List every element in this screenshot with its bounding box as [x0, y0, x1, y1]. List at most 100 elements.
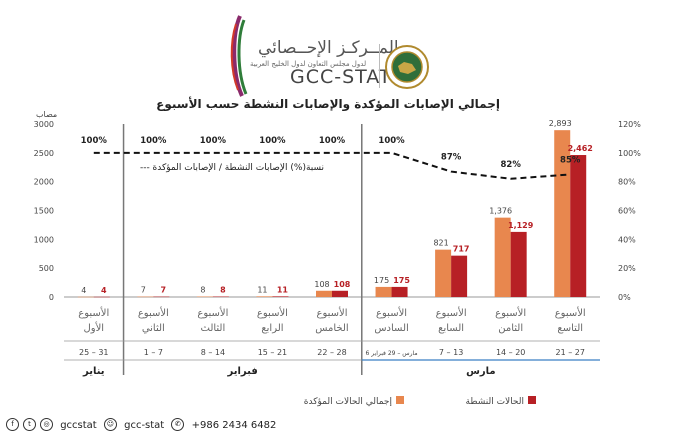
ratio-value-label: 100% [259, 136, 286, 146]
y-tick-label: 500 [39, 264, 54, 273]
phone-icon: ✆ [171, 418, 185, 431]
y2-tick-label: 120% [618, 120, 641, 129]
date-range-label: 21 – 27 [555, 348, 584, 357]
y2-tick-label: 100% [618, 149, 641, 158]
category-label-line2: التاسع [557, 323, 583, 334]
bar-confirmed [554, 130, 571, 297]
bar-value-label: 8 [220, 286, 226, 295]
month-label: يناير [82, 366, 105, 377]
ratio-value-label: 100% [319, 136, 346, 146]
category-label-line2: الثاني [142, 323, 165, 334]
instagram-icon: ◎ [40, 418, 53, 431]
category-label-line1: الأسبوع [316, 306, 347, 319]
bar-value-label: 7 [141, 286, 146, 295]
bar-confirmed [316, 290, 332, 297]
bar-confirmed [196, 296, 213, 298]
category-label-line1: الأسبوع [78, 306, 109, 319]
logo-swoosh-icon [230, 15, 248, 97]
date-range-label: 7 – 13 [439, 348, 463, 357]
category-label-line1: الأسبوع [436, 306, 467, 319]
ratio-value-label: 100% [81, 136, 108, 146]
bar-confirmed [435, 249, 452, 297]
ratio-value-label: 87% [441, 153, 462, 163]
bar-active [391, 286, 408, 297]
bar-confirmed [494, 217, 511, 297]
category-label-line2: الأول [83, 321, 104, 334]
bar-value-label: 1,129 [508, 221, 534, 230]
ratio-value-label: 82% [500, 160, 521, 170]
bar-value-label: 1,376 [489, 207, 512, 216]
footer-contacts: f t ◎ gccstat ☺ gcc-stat ✆ +986 2434 6482 [6, 418, 280, 431]
bar-active [212, 296, 229, 298]
category-label-line2: الخامس [315, 323, 348, 334]
category-label-line1: الأسبوع [138, 306, 169, 319]
legend-label: إجمالي الحالات المؤكدة [304, 397, 392, 407]
chart-title: إجمالي الإصابات المؤكدة والإصابات النشطة… [156, 97, 500, 111]
y2-tick-label: 20% [618, 264, 636, 273]
bar-value-label: 2,893 [549, 119, 572, 128]
month-label: مارس [466, 366, 496, 377]
ratio-value-label: 100% [200, 136, 227, 146]
bar-value-label: 4 [101, 286, 107, 295]
category-label-line1: الأسبوع [376, 306, 407, 319]
bar-confirmed [137, 296, 154, 298]
logo-divider [379, 44, 380, 88]
bar-value-label: 821 [433, 239, 448, 248]
date-range-label: 15 – 21 [258, 348, 287, 357]
legend-label: الحالات النشطة [466, 397, 524, 407]
date-range-label: 22 – 28 [317, 348, 346, 357]
category-label-line1: الأسبوع [257, 306, 288, 319]
date-range-label: 8 – 14 [201, 348, 225, 357]
bar-confirmed [375, 286, 392, 297]
ratio-value-label: 100% [140, 136, 167, 146]
social-handle: gccstat [60, 419, 97, 431]
y-tick-label: 2000 [34, 178, 54, 187]
category-label-line1: الأسبوع [495, 306, 526, 319]
snapchat-handle: gcc-stat [124, 419, 165, 431]
snapchat-icon: ☺ [103, 418, 117, 431]
ratio-value-label: 100% [378, 136, 405, 146]
bar-value-label: 7 [161, 286, 167, 295]
bar-active [153, 296, 170, 298]
bar-value-label: 108 [334, 280, 351, 289]
ratio-value-label: 85% [560, 155, 581, 165]
bar-confirmed [256, 296, 273, 297]
legend-swatch [528, 396, 536, 404]
logo-english-text: GCC-STAT [290, 66, 392, 88]
bar-value-label: 175 [374, 276, 389, 285]
category-label-line2: الثامن [498, 323, 523, 334]
category-label-line2: السابع [438, 323, 464, 334]
logo-subtitle: لدول مجلس التعاون لدول الخليج العربية [250, 60, 367, 68]
logo-arabic-text: المــركـز الإحــصائي [258, 38, 399, 58]
category-label-line1: الأسبوع [197, 306, 228, 319]
category-label-line1: الأسبوع [555, 306, 586, 319]
bar-active [93, 296, 110, 298]
y-tick-label: 2500 [34, 149, 54, 158]
bar-value-label: 11 [257, 285, 267, 294]
bar-value-label: 108 [314, 280, 329, 289]
bar-active [332, 290, 348, 297]
y-axis-label: مصاب [36, 110, 57, 119]
bar-value-label: 717 [453, 245, 470, 254]
date-range-label: 25 – 31 [79, 348, 108, 357]
y-tick-label: 1500 [34, 207, 54, 216]
twitter-icon: t [23, 418, 36, 431]
facebook-icon: f [6, 418, 19, 431]
legend-swatch [396, 396, 404, 404]
bar-active [510, 231, 527, 297]
category-label-line2: السادس [374, 323, 408, 334]
ratio-line [93, 151, 571, 180]
bar-value-label: 4 [81, 286, 86, 295]
bar-value-label: 2,462 [568, 144, 593, 153]
bar-active [570, 155, 587, 297]
phone-number: +986 2434 6482 [191, 419, 277, 431]
y-tick-label: 1000 [34, 235, 54, 244]
y2-tick-label: 60% [618, 207, 636, 216]
date-range-label: 14 – 20 [496, 348, 525, 357]
category-label-line2: الثالث [201, 323, 226, 334]
y2-tick-label: 80% [618, 178, 636, 187]
bar-active [451, 255, 468, 297]
date-range-label: 1 – 7 [144, 348, 163, 357]
